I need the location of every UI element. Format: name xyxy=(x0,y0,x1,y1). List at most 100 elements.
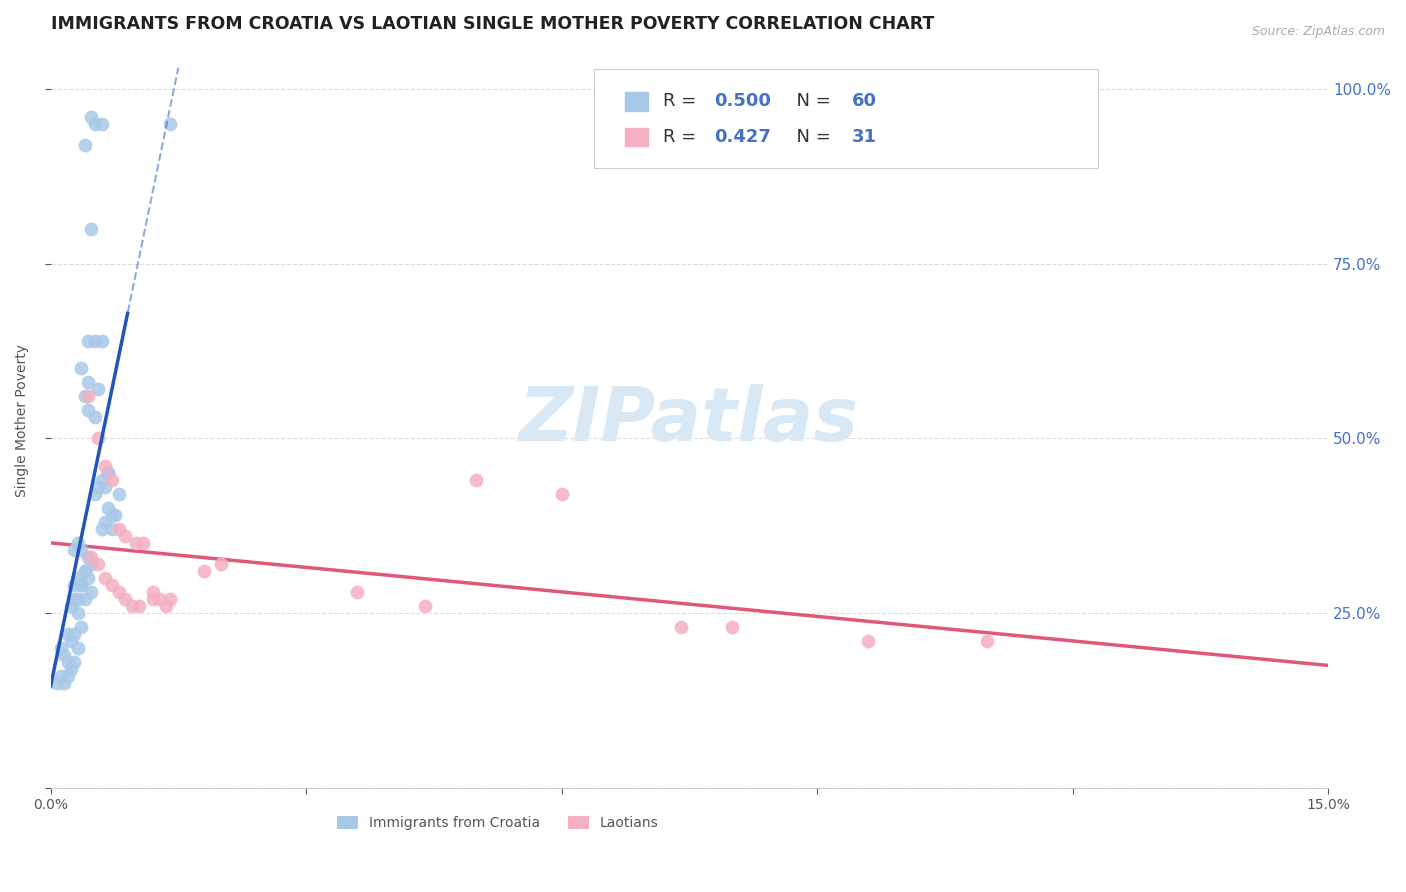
Text: N =: N = xyxy=(785,93,837,111)
Point xyxy=(70,578,93,592)
Point xyxy=(73,564,96,578)
Point xyxy=(70,361,93,376)
Text: 0.500: 0.500 xyxy=(714,93,770,111)
Point xyxy=(66,571,89,585)
Legend: Immigrants from Croatia, Laotians: Immigrants from Croatia, Laotians xyxy=(332,811,664,836)
Point xyxy=(87,557,110,571)
Point xyxy=(66,592,89,607)
Bar xyxy=(626,92,648,111)
FancyBboxPatch shape xyxy=(593,69,1098,168)
Point xyxy=(131,536,153,550)
Point xyxy=(83,117,105,131)
Point xyxy=(114,529,136,543)
Y-axis label: Single Mother Poverty: Single Mother Poverty xyxy=(15,344,30,498)
Point xyxy=(550,487,572,501)
Point xyxy=(90,473,112,487)
Point xyxy=(63,627,86,641)
Point xyxy=(193,564,215,578)
Point xyxy=(669,620,692,634)
Point xyxy=(114,592,136,607)
Point xyxy=(101,522,124,536)
Point xyxy=(128,599,150,614)
Point xyxy=(83,334,105,348)
Point xyxy=(104,508,127,523)
Point xyxy=(70,620,93,634)
Point xyxy=(107,585,129,599)
Point xyxy=(66,536,89,550)
Point xyxy=(87,431,110,445)
Point xyxy=(53,648,76,662)
Point xyxy=(94,459,117,474)
Point xyxy=(148,592,170,607)
Point xyxy=(73,564,96,578)
Point xyxy=(66,606,89,620)
Point xyxy=(94,571,117,585)
Point xyxy=(90,117,112,131)
Point xyxy=(209,557,232,571)
Point xyxy=(56,669,79,683)
Point xyxy=(70,543,93,558)
Point xyxy=(56,655,79,669)
Point xyxy=(63,543,86,558)
Point xyxy=(856,634,879,648)
Point xyxy=(101,508,124,523)
Point xyxy=(59,662,82,676)
Point xyxy=(80,550,103,565)
Point xyxy=(90,334,112,348)
Point xyxy=(107,522,129,536)
Point xyxy=(142,592,165,607)
Point xyxy=(97,501,120,516)
Point xyxy=(87,383,110,397)
Point xyxy=(159,117,181,131)
Point xyxy=(53,676,76,690)
Point xyxy=(63,592,86,607)
Point xyxy=(66,641,89,656)
Point xyxy=(976,634,998,648)
Point xyxy=(70,578,93,592)
Point xyxy=(73,137,96,152)
Point xyxy=(59,634,82,648)
Text: Source: ZipAtlas.com: Source: ZipAtlas.com xyxy=(1251,25,1385,38)
Bar xyxy=(626,128,648,146)
Point xyxy=(77,571,100,585)
Point xyxy=(59,599,82,614)
Point xyxy=(83,487,105,501)
Point xyxy=(83,410,105,425)
Point xyxy=(346,585,368,599)
Point xyxy=(87,480,110,494)
Point xyxy=(107,487,129,501)
Text: ZIPatlas: ZIPatlas xyxy=(519,384,859,458)
Point xyxy=(125,536,148,550)
Point xyxy=(73,389,96,403)
Point xyxy=(101,473,124,487)
Point xyxy=(77,550,100,565)
Point xyxy=(46,676,69,690)
Point xyxy=(101,578,124,592)
Point xyxy=(721,620,744,634)
Point xyxy=(413,599,436,614)
Point xyxy=(77,334,100,348)
Point xyxy=(80,557,103,571)
Text: 60: 60 xyxy=(852,93,877,111)
Point xyxy=(80,221,103,235)
Point xyxy=(94,515,117,529)
Text: N =: N = xyxy=(785,128,837,145)
Text: 31: 31 xyxy=(852,128,877,145)
Text: 0.427: 0.427 xyxy=(714,128,770,145)
Point xyxy=(80,585,103,599)
Point xyxy=(49,669,72,683)
Point xyxy=(80,110,103,124)
Point xyxy=(49,641,72,656)
Point xyxy=(97,467,120,481)
Point xyxy=(56,627,79,641)
Text: R =: R = xyxy=(664,93,702,111)
Point xyxy=(155,599,177,614)
Point xyxy=(90,522,112,536)
Point xyxy=(77,389,100,403)
Point xyxy=(94,480,117,494)
Text: IMMIGRANTS FROM CROATIA VS LAOTIAN SINGLE MOTHER POVERTY CORRELATION CHART: IMMIGRANTS FROM CROATIA VS LAOTIAN SINGL… xyxy=(51,15,934,33)
Point xyxy=(121,599,143,614)
Text: R =: R = xyxy=(664,128,702,145)
Point xyxy=(465,473,488,487)
Point xyxy=(159,592,181,607)
